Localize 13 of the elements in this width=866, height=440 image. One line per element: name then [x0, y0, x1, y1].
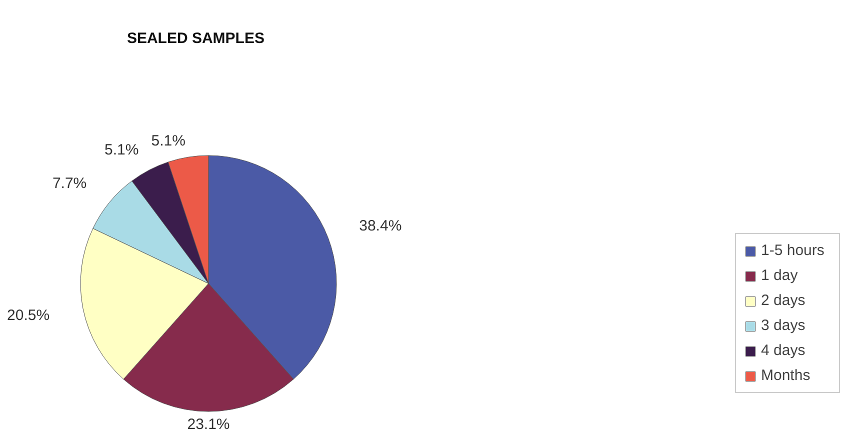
legend-label: 2 days [761, 292, 806, 309]
data-label: 38.4% [359, 218, 402, 235]
legend-label: Months [761, 367, 812, 384]
legend-label: 4 days [761, 342, 806, 359]
legend-label: 3 days [761, 317, 806, 334]
data-label: 20.5% [7, 307, 50, 324]
data-label: 7.7% [52, 175, 87, 192]
data-label: 23.1% [187, 416, 230, 433]
legend-label: 1 day [761, 267, 799, 284]
chart-title: SEALED SAMPLES [126, 30, 264, 47]
data-label: 5.1% [151, 132, 186, 150]
legend-label: 1-5 hours [761, 242, 826, 259]
data-label: 5.1% [104, 141, 139, 158]
